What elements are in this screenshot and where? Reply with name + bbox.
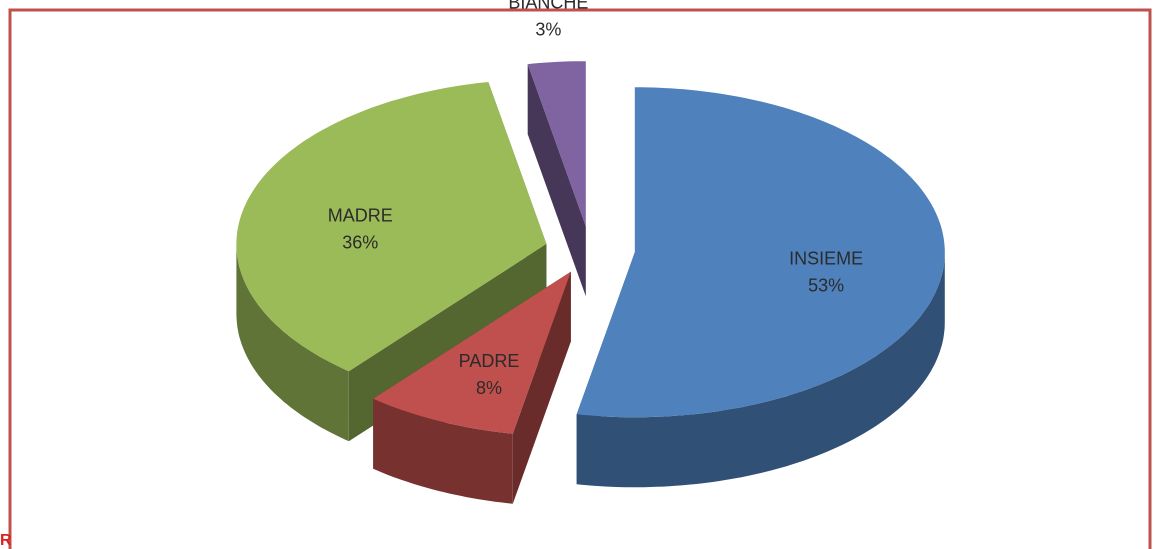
slice-top <box>373 271 571 434</box>
slice-wall <box>527 64 586 297</box>
slice <box>576 87 945 488</box>
slice-value-label: 36% <box>342 232 378 252</box>
slice-label: BIANCHE <box>508 0 588 13</box>
slice-label: PADRE <box>459 351 520 371</box>
slice-value-label: 3% <box>535 20 561 40</box>
slice-label: MADRE <box>328 205 393 225</box>
slice <box>527 61 586 297</box>
slice <box>373 271 571 504</box>
slice-side <box>576 252 945 488</box>
slice-value-label: 8% <box>476 378 502 398</box>
slice-top <box>527 61 586 227</box>
slice-label: INSIEME <box>789 249 863 269</box>
slice-side <box>236 244 349 442</box>
slice-value-label: 53% <box>808 276 844 296</box>
cut-text: R <box>0 532 12 549</box>
slice-side <box>373 398 513 504</box>
frame <box>8 8 1152 549</box>
slice-top <box>236 82 547 372</box>
slice-top <box>576 87 945 418</box>
